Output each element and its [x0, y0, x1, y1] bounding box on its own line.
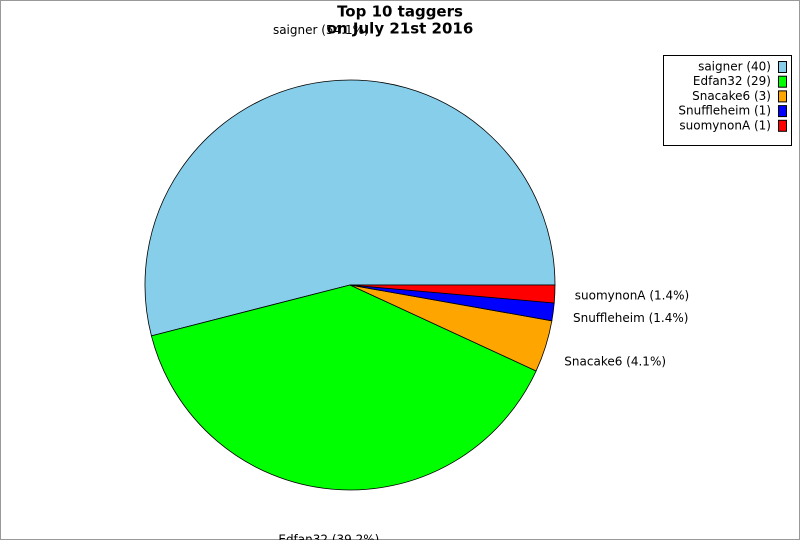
slice-label: Edfan32 (39.2%): [278, 533, 379, 540]
slice-label: saigner (54.1%): [273, 23, 369, 37]
legend-label: Snacake6 (3): [692, 89, 771, 103]
legend-swatch: [778, 119, 787, 132]
legend-swatch: [778, 105, 787, 118]
legend-box: [663, 55, 792, 146]
legend-swatch: [778, 75, 787, 88]
pie-slice: [349, 284, 556, 304]
legend-label: saigner (40): [698, 60, 771, 74]
chart-title: on July 21st 2016: [327, 20, 474, 38]
pie-slice: [144, 79, 556, 337]
legend-swatch: [778, 61, 787, 73]
chart-title: Top 10 taggers: [337, 3, 463, 21]
slice-label: Snacake6 (4.1%): [564, 354, 666, 368]
legend-label: Snuffleheim (1): [678, 104, 771, 118]
slice-label: Snuffleheim (1.4%): [573, 311, 689, 325]
slice-label: suomynonA (1.4%): [575, 289, 689, 303]
pie-slice: [150, 284, 537, 491]
legend-label: Edfan32 (29): [693, 74, 771, 88]
legend-swatch: [778, 90, 787, 103]
legend-label: suomynonA (1): [679, 118, 771, 132]
